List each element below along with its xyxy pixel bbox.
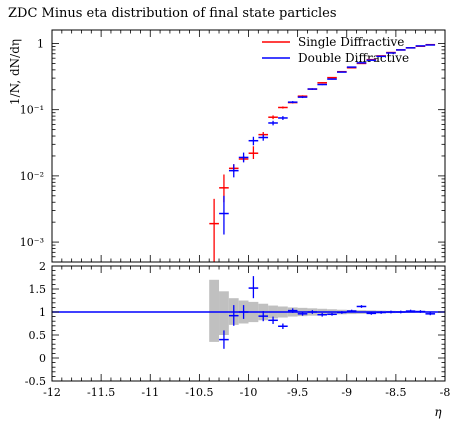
ratio-y-tick-label-4: 0	[39, 352, 46, 365]
main-y-tick-label-3: 1	[37, 38, 44, 51]
x-tick-label-6: -9	[341, 386, 352, 399]
ratio-y-tick-label-0: 2	[39, 260, 46, 273]
legend: Single Diffractive Double Diffractive	[262, 35, 409, 65]
ratio-y-tick-label-5: -0.5	[25, 375, 46, 388]
ratio-double-diffractive-point-18	[396, 311, 406, 314]
x-tick-label-2: -11	[141, 386, 159, 399]
x-tick-label-5: -9.5	[287, 386, 308, 399]
x-tick-label-8: -8	[440, 386, 451, 399]
ratio-band-1	[219, 291, 229, 335]
chart-title: ZDC Minus eta distribution of final stat…	[8, 6, 337, 21]
double-diffractive-point-2	[239, 153, 249, 163]
single-diffractive-point-6	[268, 115, 278, 119]
main-y-tick-label-0: 10⁻³	[20, 236, 44, 249]
double-diffractive-point-0	[219, 196, 229, 235]
ratio-double-diffractive-point-21	[425, 312, 435, 315]
double-diffractive-point-15	[367, 60, 377, 61]
y-axis-label: 1/N, dN/dη	[8, 39, 22, 105]
ratio-y-tick-label-2: 1	[39, 306, 46, 319]
double-diffractive-point-3	[249, 137, 259, 146]
double-diffractive-point-13	[347, 67, 357, 68]
main-y-tick-label-1: 10⁻²	[20, 170, 44, 183]
double-diffractive-point-9	[308, 88, 318, 89]
double-diffractive-point-8	[298, 96, 308, 98]
single-diffractive-point-11	[317, 82, 327, 83]
double-diffractive-point-1	[229, 164, 239, 177]
double-diffractive-point-14	[357, 63, 367, 64]
x-tick-label-4: -10	[240, 386, 258, 399]
double-diffractive-point-12	[337, 72, 347, 73]
ratio-double-diffractive-point-14	[357, 305, 367, 308]
ratio-band-0	[209, 280, 219, 342]
ratio-double-diffractive-point-6	[278, 324, 288, 330]
main-y-tick-label-2: 10⁻¹	[20, 104, 44, 117]
ratio-double-diffractive-point-3	[249, 276, 259, 298]
double-diffractive-point-5	[268, 121, 278, 126]
single-diffractive-point-4	[249, 146, 259, 159]
single-diffractive-point-7	[278, 106, 288, 108]
x-tick-label-7: -8.5	[385, 386, 406, 399]
double-diffractive-point-4	[258, 135, 268, 141]
ratio-panel-marks	[52, 276, 445, 349]
main-panel-marks	[209, 45, 435, 262]
double-diffractive-point-11	[327, 79, 337, 80]
ratio-y-tick-label-1: 1.5	[29, 283, 47, 296]
double-diffractive-point-10	[317, 84, 327, 85]
axes: -12-11.5-11-10.5-10-9.5-9-8.5-821.510.50…	[20, 30, 451, 399]
x-tick-label-3: -10.5	[185, 386, 213, 399]
x-axis-label: η	[434, 405, 442, 419]
ratio-y-tick-label-3: 0.5	[29, 329, 47, 342]
single-diffractive-point-12	[327, 77, 337, 78]
single-diffractive-point-0	[209, 199, 219, 262]
x-tick-label-1: -11.5	[87, 386, 115, 399]
double-diffractive-point-6	[278, 116, 288, 120]
legend-label-single-diffractive: Single Diffractive	[298, 35, 404, 49]
